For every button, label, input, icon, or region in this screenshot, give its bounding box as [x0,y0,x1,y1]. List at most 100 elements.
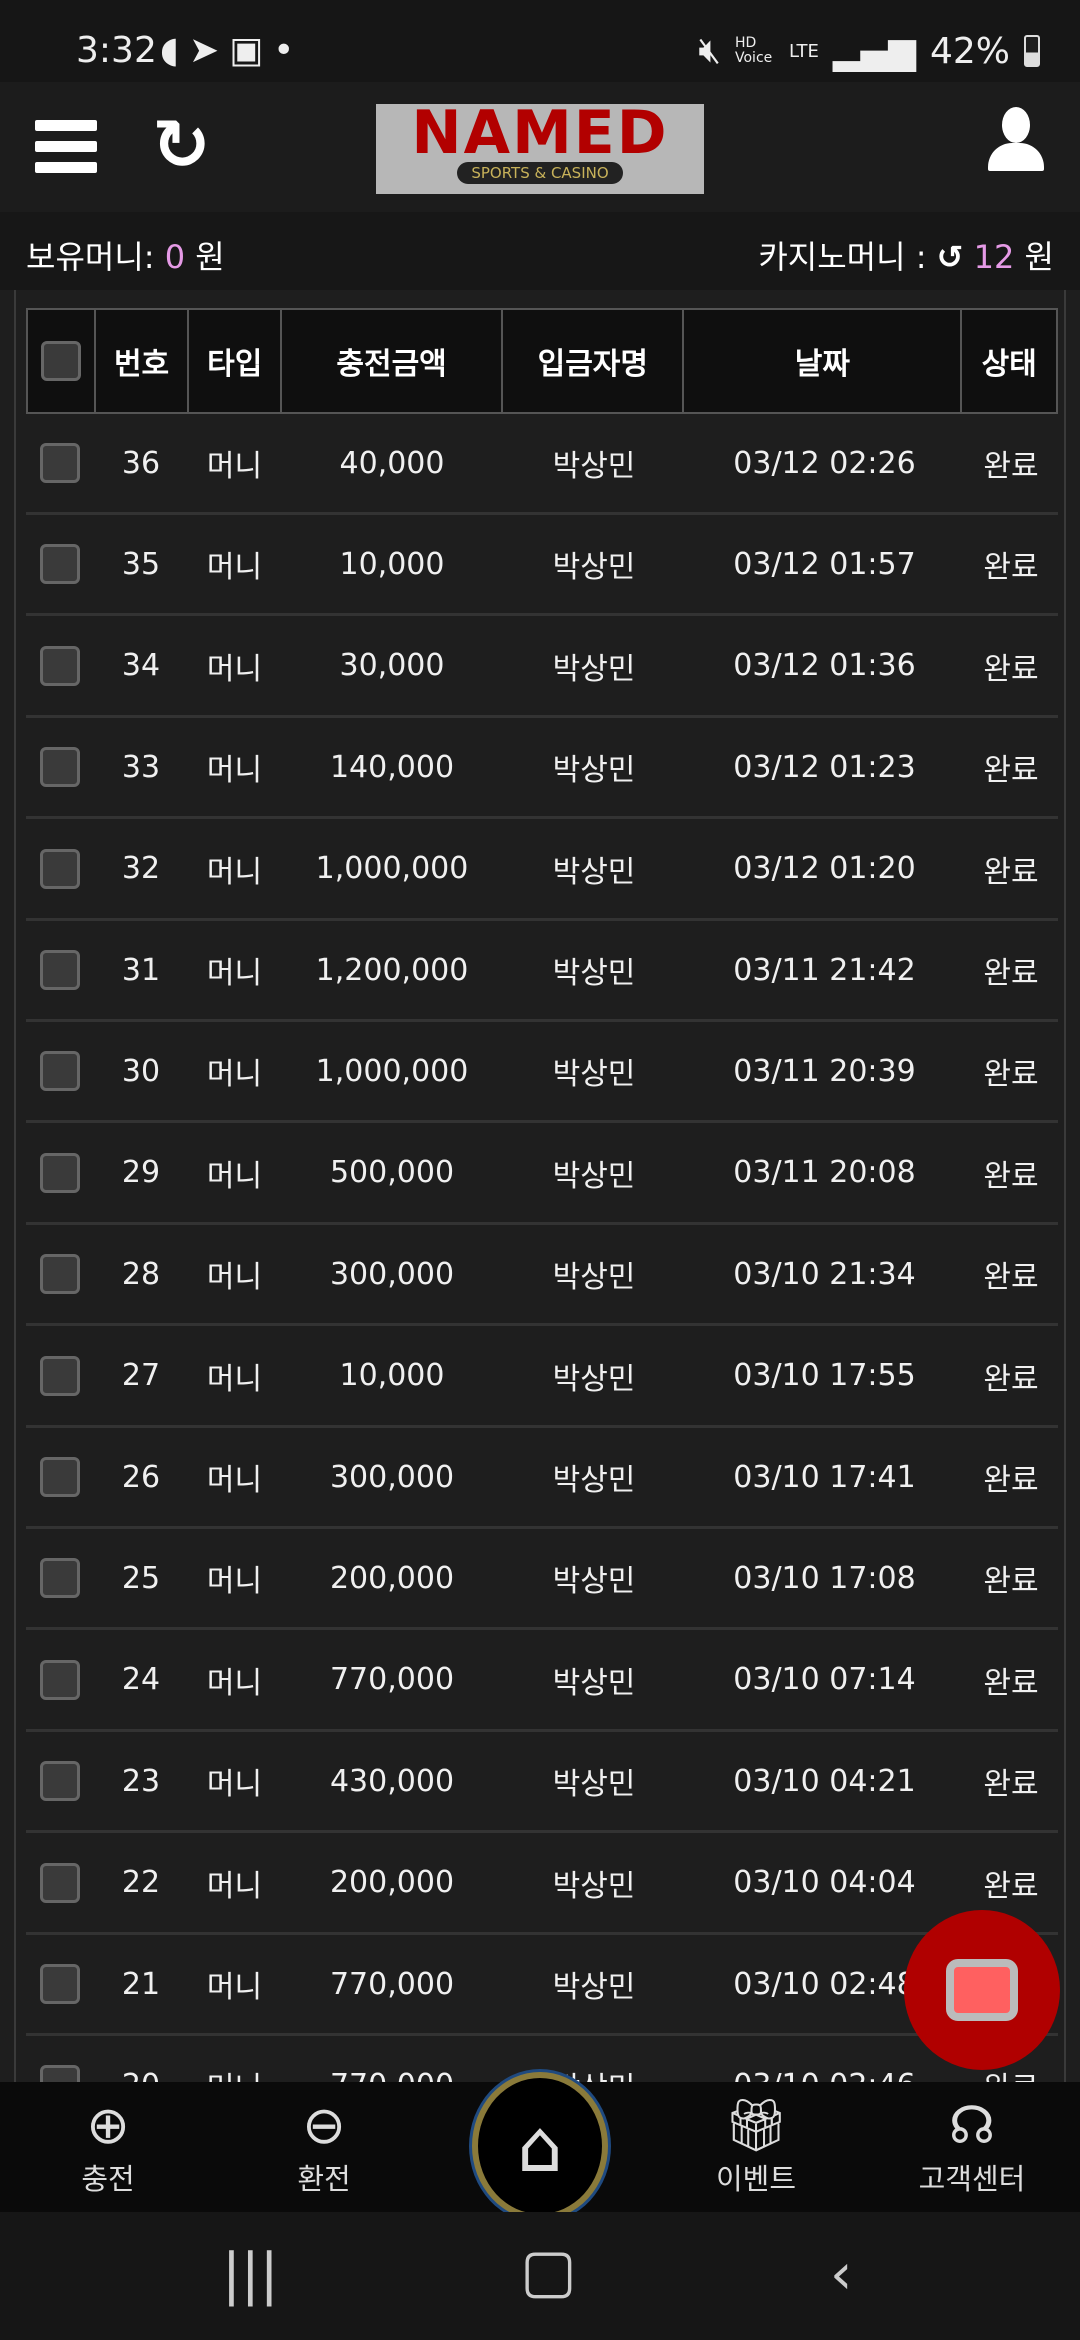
home-system-icon[interactable]: ▢ [520,2236,577,2306]
cell-number: 28 [121,1256,161,1292]
cell-amount: 40,000 [339,445,445,481]
menu-icon[interactable] [35,120,97,174]
home-button[interactable]: ⌂ [472,2072,608,2220]
nav-withdraw[interactable]: ⊖ 환전 [216,2082,432,2212]
cell-type: 머니 [206,1057,263,1093]
table-row: 33 머니 140,000 박상민 03/12 01:23 완료 [26,718,1058,820]
casino-unit: 원 [1024,238,1054,276]
cell-date: 03/12 01:36 [733,648,916,684]
status-right: 🔇︎ HD Voice LTE ▂▄▆ 42% [698,30,1040,72]
battery-icon [1024,35,1040,67]
cell-status: 완료 [983,854,1039,890]
col-number: 번호 [96,310,190,412]
cell-date: 03/10 02:46 [685,2036,964,2082]
cell-amount: 770,000 [281,2036,503,2082]
select-cell [26,1631,94,1729]
cell-number: 35 [121,546,161,582]
select-all-checkbox[interactable] [40,341,81,381]
cell-depositor: 박상민 [552,854,636,890]
row-checkbox[interactable] [40,848,80,889]
cell-number: 34 [121,648,161,684]
row-checkbox[interactable] [40,1964,80,2004]
cell-amount: 1,000,000 [315,851,469,887]
user-icon[interactable] [988,107,1044,171]
row-checkbox[interactable] [40,544,80,585]
cell-date: 03/12 01:57 [733,546,916,582]
row-checkbox[interactable] [40,747,80,788]
nav-label: 환전 [297,2162,351,2196]
cell-amount: 140,000 [329,749,455,785]
deposit-history-table: 번호 타입 충전금액 입금자명 날짜 상태 36 머니 40,000 박상민 03/12… [14,290,1066,2082]
row-checkbox[interactable] [40,950,80,990]
recent-apps-icon[interactable]: ||| [222,2242,279,2307]
select-cell [26,1834,94,1932]
cell-type: 머니 [206,550,263,586]
cell-number: 25 [121,1560,161,1596]
holding-label: 보유머니: [26,238,155,276]
gift-icon: 🎁︎ [722,2096,789,2156]
table-row: 32 머니 1,000,000 박상민 03/12 01:20 완료 [26,820,1058,921]
cell-amount: 10,000 [339,546,445,582]
row-checkbox[interactable] [40,1558,80,1599]
row-checkbox[interactable] [40,1355,80,1396]
table-row: 36 머니 40,000 박상민 03/12 02:26 완료 [26,414,1058,515]
casino-value: 12 [973,238,1015,276]
cell-amount: 770,000 [329,1966,455,2002]
select-cell [26,414,94,512]
row-checkbox[interactable] [40,1761,80,1802]
row-checkbox[interactable] [40,443,80,483]
row-checkbox[interactable] [40,2065,80,2082]
cell-type: 머니 [206,1361,263,1397]
table-row: 29 머니 500,000 박상민 03/11 20:08 완료 [26,1124,1058,1225]
cell-amount: 10,000 [339,1358,445,1394]
table-row: 27 머니 10,000 박상민 03/10 17:55 완료 [26,1327,1058,1428]
cell-amount: 300,000 [329,1459,455,1495]
cell-date: 03/10 21:34 [733,1256,916,1292]
back-icon[interactable]: ‹ [830,2242,853,2307]
row-checkbox[interactable] [40,1152,80,1193]
row-checkbox[interactable] [40,1457,80,1497]
cell-type: 머니 [206,854,263,890]
refresh-icon[interactable]: ↻ [152,104,211,186]
cell-number: 23 [121,1763,161,1799]
row-checkbox[interactable] [40,1659,80,1700]
cell-depositor: 박상민 [552,1970,636,2005]
headset-icon: ☊ [948,2096,996,2156]
table-row: 34 머니 30,000 박상민 03/12 01:36 완료 [26,617,1058,718]
cell-amount: 30,000 [339,648,445,684]
cell-type: 머니 [206,1665,263,1701]
nav-support[interactable]: ☊ 고객센터 [864,2082,1080,2212]
row-checkbox[interactable] [40,1254,80,1295]
cell-amount: 1,000,000 [315,1053,469,1089]
cell-amount: 430,000 [329,1763,455,1799]
cell-depositor: 박상민 [552,651,636,687]
select-cell [26,1935,94,2033]
cell-depositor: 박상민 [503,2036,685,2082]
cell-date: 03/10 07:14 [733,1662,916,1698]
nav-deposit[interactable]: ⊕ 충전 [0,2082,216,2212]
cell-type: 머니 [206,956,263,991]
nav-label: 이벤트 [715,2162,797,2196]
row-checkbox[interactable] [40,1862,80,1903]
cell-status: 완료 [983,753,1039,789]
row-checkbox[interactable] [40,645,80,686]
nav-event[interactable]: 🎁︎ 이벤트 [648,2082,864,2212]
logo[interactable]: NAMED SPORTS & CASINO [376,103,704,194]
cell-status: 완료 [983,1260,1039,1296]
casino-money: 카지노머니 : ↺ 12 원 [758,232,1054,278]
live-chat-button[interactable] [904,1910,1060,2070]
col-depositor: 입금자명 [503,310,685,412]
cell-amount: 1,200,000 [315,952,469,988]
table-header: 번호 타입 충전금액 입금자명 날짜 상태 [26,308,1058,414]
nav-label: 충전 [81,2162,135,2196]
signal-icon: ▂▄▆ [832,30,916,72]
logo-sub: SPORTS & CASINO [457,162,623,184]
cell-depositor: 박상민 [552,1158,636,1194]
row-checkbox[interactable] [40,1051,80,1092]
casino-refresh-icon[interactable]: ↺ [936,238,964,276]
mute-icon: 🔇︎ [698,30,721,71]
piggy-plus-icon: ⊕ [86,2096,130,2156]
lte-icon: LTE [789,40,819,62]
cell-amount: 770,000 [329,1662,455,1698]
